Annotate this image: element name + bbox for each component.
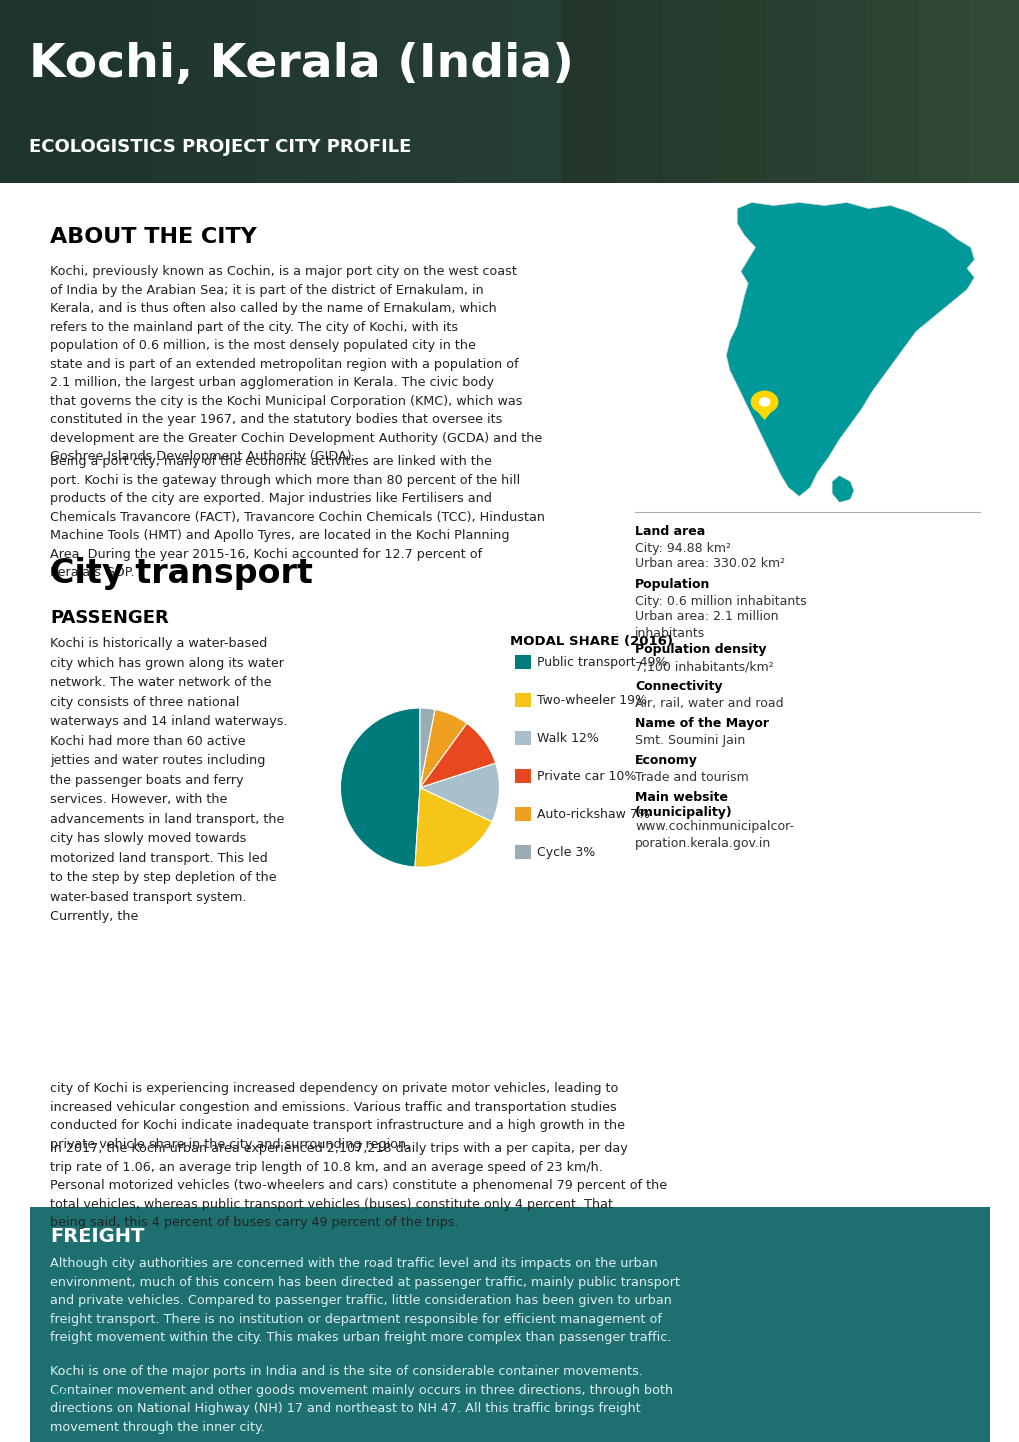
Wedge shape [420, 709, 467, 787]
Bar [306, 0, 357, 183]
Bar [0, 0, 51, 183]
Bar [713, 0, 764, 183]
Text: Land area: Land area [635, 525, 704, 538]
Polygon shape [832, 476, 853, 502]
Text: Air, rail, water and road: Air, rail, water and road [635, 698, 783, 711]
Bar [866, 0, 917, 183]
Bar [510, 0, 560, 183]
Text: ECOLOGISTICS PROJECT CITY PROFILE: ECOLOGISTICS PROJECT CITY PROFILE [29, 137, 411, 156]
Text: www.cochinmunicipalcor-
poration.kerala.gov.in: www.cochinmunicipalcor- poration.kerala.… [635, 820, 793, 851]
Wedge shape [420, 708, 434, 787]
Text: Kochi is historically a water-based
city which has grown along its water
network: Kochi is historically a water-based city… [50, 637, 287, 923]
Text: Kochi, Kerala (India): Kochi, Kerala (India) [29, 42, 573, 87]
Wedge shape [420, 724, 495, 787]
Text: Although city authorities are concerned with the road traffic level and its impa: Although city authorities are concerned … [50, 1257, 680, 1344]
Bar [917, 0, 968, 183]
Polygon shape [726, 202, 973, 496]
Bar [968, 0, 1019, 183]
Text: city of Kochi is experiencing increased dependency on private motor vehicles, le: city of Kochi is experiencing increased … [50, 1083, 625, 1151]
Text: Kochi is one of the major ports in India and is the site of considerable contain: Kochi is one of the major ports in India… [50, 1366, 673, 1433]
Bar [560, 0, 611, 183]
Text: Being a port city, many of the economic activities are linked with the
port. Koc: Being a port city, many of the economic … [50, 456, 544, 580]
Bar [102, 0, 153, 183]
Text: City transport: City transport [50, 558, 313, 590]
Bar [662, 0, 713, 183]
FancyBboxPatch shape [30, 1207, 989, 1442]
Text: Name of the Mayor: Name of the Mayor [635, 718, 768, 731]
Wedge shape [340, 708, 420, 867]
Text: City: 0.6 million inhabitants: City: 0.6 million inhabitants [635, 596, 806, 609]
Text: PASSENGER: PASSENGER [50, 610, 168, 627]
Text: Kochi, previously known as Cochin, is a major port city on the west coast
of Ind: Kochi, previously known as Cochin, is a … [50, 265, 542, 463]
Bar [515, 694, 531, 708]
Bar [255, 0, 306, 183]
Bar [408, 0, 459, 183]
Text: Two-wheeler 19%: Two-wheeler 19% [536, 695, 646, 708]
Text: 7,100 inhabitants/km²: 7,100 inhabitants/km² [635, 660, 773, 673]
Text: FREIGHT: FREIGHT [50, 1227, 145, 1246]
Text: Economy: Economy [635, 754, 697, 767]
Text: ABOUT THE CITY: ABOUT THE CITY [50, 228, 257, 248]
Bar [0, 0, 560, 183]
Text: Auto-rickshaw 7%: Auto-rickshaw 7% [536, 809, 649, 822]
Bar [204, 0, 255, 183]
Bar [611, 0, 662, 183]
Text: Trade and tourism: Trade and tourism [635, 771, 748, 784]
Text: Population density: Population density [635, 643, 765, 656]
Bar [515, 808, 531, 822]
Text: Cycle 3%: Cycle 3% [536, 846, 595, 859]
Bar [815, 0, 866, 183]
Text: Population: Population [635, 578, 709, 591]
Bar [515, 845, 531, 859]
Bar [515, 656, 531, 669]
Text: Private car 10%: Private car 10% [536, 770, 636, 783]
Text: Urban area: 2.1 million
inhabitants: Urban area: 2.1 million inhabitants [635, 610, 777, 640]
Text: Connectivity: Connectivity [635, 681, 721, 694]
Text: Main website
(municipality): Main website (municipality) [635, 792, 732, 819]
Text: MODAL SHARE (2016): MODAL SHARE (2016) [510, 636, 673, 649]
Bar [515, 731, 531, 746]
Bar [459, 0, 510, 183]
Text: Urban area: 330.02 km²: Urban area: 330.02 km² [635, 558, 785, 571]
Text: In 2017, the Kochi urban area experienced 2,107,218 daily trips with a per capit: In 2017, the Kochi urban area experience… [50, 1142, 666, 1230]
Wedge shape [415, 787, 491, 867]
Text: 16: 16 [50, 1387, 69, 1402]
Text: City: 94.88 km²: City: 94.88 km² [635, 542, 731, 555]
Circle shape [750, 391, 777, 414]
Text: Smt. Soumini Jain: Smt. Soumini Jain [635, 734, 745, 747]
Text: Walk 12%: Walk 12% [536, 733, 598, 746]
Text: Public transport 49%: Public transport 49% [536, 656, 666, 669]
Wedge shape [420, 763, 499, 822]
Bar [357, 0, 408, 183]
Polygon shape [754, 408, 774, 420]
Bar [153, 0, 204, 183]
Bar [51, 0, 102, 183]
Bar [515, 770, 531, 783]
Circle shape [758, 397, 769, 407]
Bar [764, 0, 815, 183]
